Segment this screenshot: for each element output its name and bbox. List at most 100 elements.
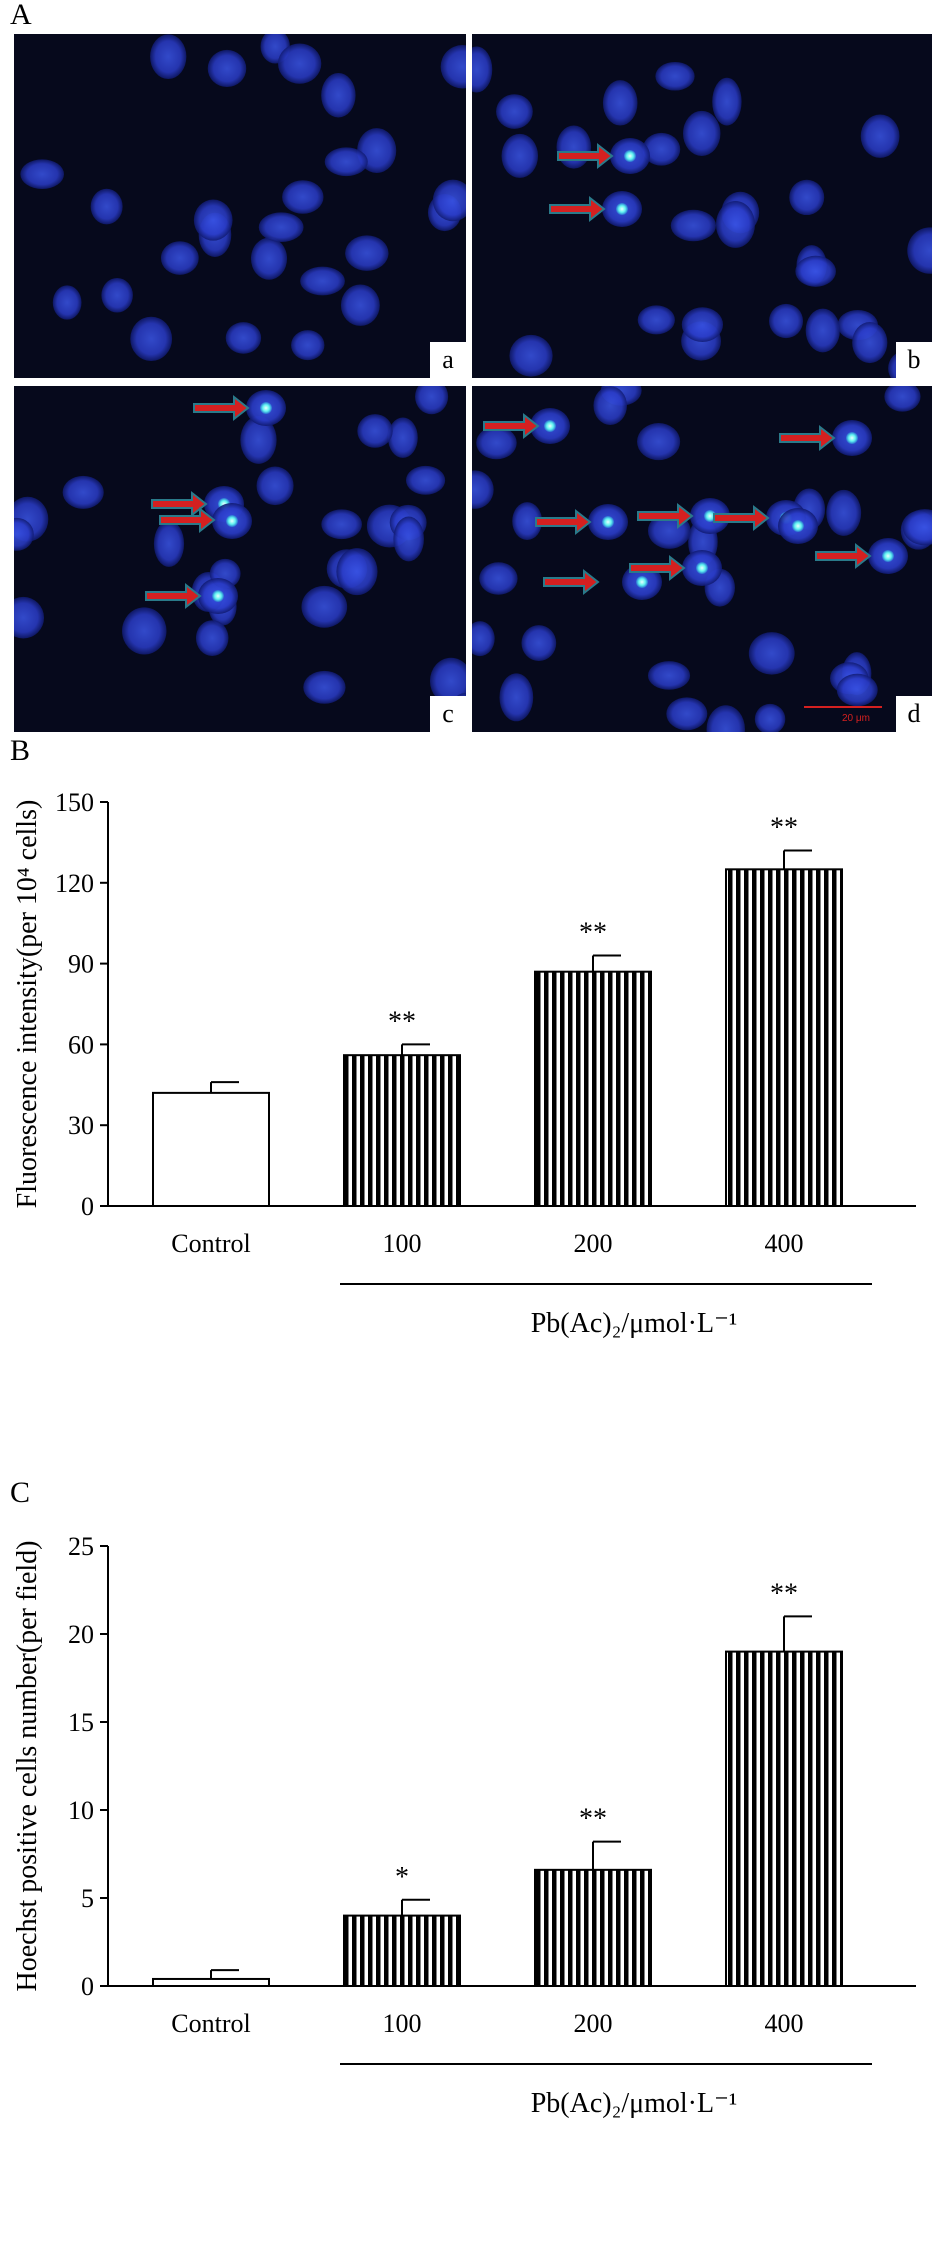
- cell-nucleus: [683, 110, 721, 156]
- arrow-icon: [637, 502, 694, 530]
- cell-nucleus: [681, 307, 724, 342]
- cell-nucleus: [258, 212, 304, 243]
- cell-nucleus: [321, 509, 362, 540]
- cell-nucleus: [101, 277, 133, 313]
- cell-nucleus: [250, 237, 288, 280]
- cell-nucleus: [521, 625, 557, 661]
- x-tick-label: 400: [765, 1229, 804, 1258]
- cell-nucleus: [666, 697, 708, 731]
- cell-nucleus: [324, 147, 368, 177]
- bar: [725, 868, 843, 1207]
- cell-nucleus: [14, 596, 45, 639]
- cell-nucleus: [153, 520, 185, 567]
- y-tick-label: 10: [68, 1796, 94, 1825]
- bar: [534, 1868, 652, 1987]
- panel-letter-a: A: [10, 0, 32, 31]
- cell-nucleus: [805, 308, 840, 353]
- x-group-label: Pb(Ac)₂/μmol·L⁻¹: [531, 2088, 738, 2119]
- cell-nucleus: [14, 517, 34, 551]
- apoptotic-nucleus: [882, 550, 894, 562]
- cell-nucleus: [472, 470, 494, 509]
- apoptotic-nucleus: [624, 150, 636, 162]
- cell-nucleus: [277, 43, 322, 84]
- x-tick-label: 400: [765, 2009, 804, 2038]
- micrograph-c-image: [14, 386, 466, 732]
- micrograph-label: c: [430, 696, 466, 732]
- cell-nucleus: [860, 114, 900, 158]
- y-tick-label: 20: [68, 1620, 94, 1649]
- cell-nucleus: [256, 466, 294, 506]
- significance-marker: *: [395, 1862, 409, 1893]
- cell-nucleus: [512, 502, 543, 540]
- cell-nucleus: [415, 386, 449, 415]
- x-tick-label: 100: [383, 1229, 422, 1258]
- cell-nucleus: [340, 284, 380, 326]
- arrow-icon: [713, 504, 770, 532]
- cell-nucleus: [715, 200, 755, 248]
- cell-nucleus: [479, 562, 518, 595]
- arrow-icon: [557, 142, 614, 170]
- arrow-icon: [159, 506, 216, 534]
- micrograph-d-image: [472, 386, 932, 732]
- cell-nucleus: [321, 72, 356, 118]
- cell-nucleus: [440, 45, 466, 89]
- apoptotic-nucleus: [846, 432, 858, 444]
- cell-nucleus: [387, 417, 418, 458]
- cell-nucleus: [593, 386, 627, 425]
- cell-nucleus: [509, 334, 553, 377]
- cell-nucleus: [647, 661, 691, 690]
- y-tick-label: 30: [68, 1111, 94, 1140]
- cell-nucleus: [706, 705, 745, 732]
- cell-nucleus: [884, 386, 921, 412]
- y-tick-label: 5: [81, 1884, 94, 1913]
- panel-letter-b: B: [10, 734, 31, 767]
- cell-nucleus: [902, 509, 932, 546]
- y-tick-label: 25: [68, 1532, 94, 1561]
- cell-nucleus: [642, 132, 681, 166]
- apoptotic-nucleus: [260, 402, 272, 414]
- x-tick-label: 200: [574, 2009, 613, 2038]
- cell-nucleus: [300, 266, 345, 296]
- cell-nucleus: [432, 179, 466, 222]
- cell-nucleus: [225, 322, 262, 354]
- apoptotic-nucleus: [544, 420, 556, 432]
- micrograph-a: a: [12, 32, 468, 380]
- chart-b: 0 30 60 90 120 150 Fluorescence intensity(per …: [0, 760, 932, 1480]
- apoptotic-nucleus: [696, 562, 708, 574]
- cell-nucleus: [90, 188, 123, 225]
- arrow-icon: [629, 554, 686, 582]
- cell-nucleus: [282, 180, 324, 214]
- x-tick-label: Control: [171, 2009, 250, 2038]
- micrograph-background: [14, 34, 466, 378]
- cell-nucleus: [150, 34, 187, 80]
- x-tick-label: 100: [383, 2009, 422, 2038]
- cell-nucleus: [472, 46, 493, 93]
- chart-c: 0 5 10 15 20 25 Hoechst positive cells number(…: [0, 1500, 932, 2248]
- cell-nucleus: [602, 80, 638, 126]
- cell-nucleus: [637, 305, 675, 335]
- cell-nucleus: [20, 159, 64, 190]
- cell-nucleus: [122, 607, 167, 655]
- bar: [152, 1091, 270, 1208]
- cell-nucleus: [748, 632, 795, 675]
- cell-nucleus: [907, 227, 932, 274]
- micrograph-d: 20 μm d: [470, 384, 932, 734]
- cell-nucleus: [496, 94, 533, 129]
- apoptotic-nucleus: [226, 515, 238, 527]
- micrograph-b-image: [472, 34, 932, 378]
- chart-c-svg: 0 5 10 15 20 25 Hoechst positive cells number(…: [12, 1532, 916, 2119]
- bar: [534, 970, 652, 1207]
- arrow-icon: [193, 394, 250, 422]
- cell-nucleus: [357, 414, 393, 448]
- cell-nucleus: [207, 49, 247, 88]
- cell-nucleus: [754, 703, 786, 732]
- cell-nucleus: [52, 285, 82, 320]
- significance-marker: **: [770, 1578, 798, 1609]
- bar: [343, 1914, 461, 1988]
- cell-nucleus: [393, 516, 424, 562]
- micrograph-grid: a b c 20 μm d: [12, 32, 932, 734]
- arrow-icon: [543, 568, 600, 596]
- apoptotic-nucleus: [636, 576, 648, 588]
- cell-nucleus: [769, 303, 804, 339]
- significance-marker: **: [579, 918, 607, 949]
